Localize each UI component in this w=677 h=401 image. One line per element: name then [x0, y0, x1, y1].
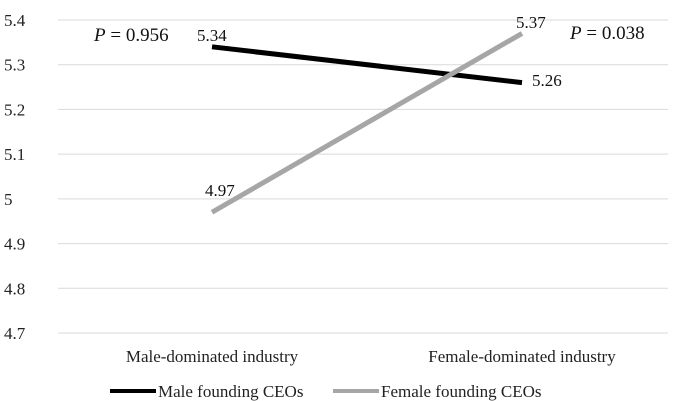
y-tick-label-5-4: 5.4: [4, 11, 26, 30]
series-line-male-founding-ceos: [211, 44, 523, 86]
data-label-female-founding-female-industry: 5.37: [516, 13, 546, 32]
series-lines: [210, 31, 524, 215]
p-value-annotations: P = 0.956 P = 0.038: [93, 23, 645, 46]
x-tick-label-female-dominated: Female-dominated industry: [428, 347, 616, 366]
p-value-annotation-male-industry: P = 0.956: [93, 25, 169, 46]
legend: Male founding CEOs Female founding CEOs: [110, 382, 542, 401]
x-axis: Male-dominated industry Female-dominated…: [126, 347, 616, 366]
y-axis: 4.7 4.8 4.9 5 5.1 5.2 5.3 5.4: [4, 11, 26, 343]
y-tick-label-4-7: 4.7: [4, 324, 26, 343]
data-label-male-founding-female-industry: 5.26: [532, 71, 562, 90]
data-label-female-founding-male-industry: 4.97: [205, 181, 235, 200]
x-tick-label-male-dominated: Male-dominated industry: [126, 347, 299, 366]
legend-label-female-founding-ceos: Female founding CEOs: [381, 382, 542, 401]
data-label-male-founding-male-industry: 5.34: [197, 26, 227, 45]
y-tick-label-5-1: 5.1: [4, 145, 25, 164]
legend-label-male-founding-ceos: Male founding CEOs: [158, 382, 303, 401]
series-line-female-founding-ceos: [210, 31, 524, 215]
y-tick-label-5-3: 5.3: [4, 56, 25, 75]
y-tick-label-4-9: 4.9: [4, 235, 25, 254]
y-tick-label-5: 5: [4, 190, 13, 209]
p-value-annotation-female-industry: P = 0.038: [569, 23, 645, 44]
y-tick-label-5-2: 5.2: [4, 100, 25, 119]
grid-lines: [58, 19, 668, 334]
data-labels: 5.34 5.26 4.97 5.37: [197, 13, 562, 200]
y-tick-label-4-8: 4.8: [4, 279, 25, 298]
